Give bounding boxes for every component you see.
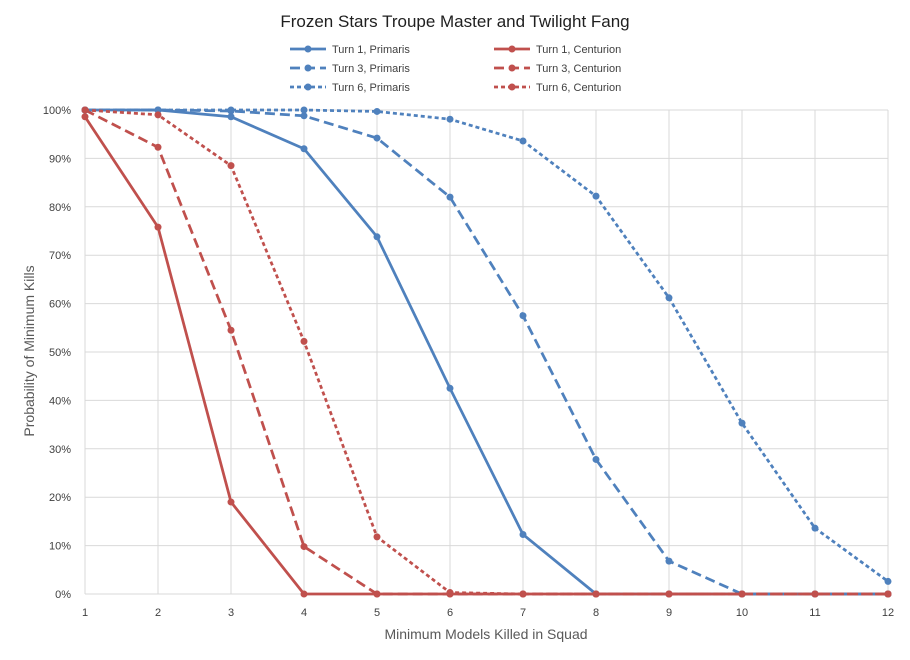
data-point: [227, 113, 235, 121]
x-tick-label: 6: [447, 607, 453, 619]
data-point: [154, 106, 162, 114]
legend-marker: [508, 45, 516, 53]
legend-label: Turn 6, Centurion: [536, 82, 621, 94]
x-tick-label: 12: [882, 607, 894, 619]
x-tick-label: 2: [155, 607, 161, 619]
data-point: [884, 590, 892, 598]
legend-item: Turn 3, Primaris: [290, 63, 410, 75]
data-point: [519, 312, 527, 320]
x-tick-label: 4: [301, 607, 307, 619]
legend: Turn 1, Primaris Turn 1, Centurion Turn 3,…: [290, 44, 621, 94]
legend-marker: [304, 83, 312, 91]
legend-item: Turn 1, Centurion: [494, 44, 621, 56]
legend-item: Turn 6, Primaris: [290, 82, 410, 94]
data-point: [227, 498, 235, 506]
data-point: [665, 590, 673, 598]
data-point: [154, 111, 162, 119]
data-point: [738, 590, 746, 598]
data-point: [738, 419, 746, 427]
data-point: [811, 590, 819, 598]
legend-label: Turn 1, Primaris: [332, 44, 410, 56]
data-point: [373, 233, 381, 241]
data-point: [300, 337, 308, 345]
legend-label: Turn 1, Centurion: [536, 44, 621, 56]
x-tick-label: 11: [809, 607, 820, 619]
legend-marker: [304, 45, 312, 53]
data-point: [665, 294, 673, 302]
data-point: [300, 590, 308, 598]
x-tick-label: 7: [520, 607, 526, 619]
y-tick-label: 70%: [49, 250, 71, 262]
x-tick-label: 9: [666, 607, 672, 619]
data-point: [227, 326, 235, 334]
data-point: [300, 145, 308, 153]
x-tick-label: 10: [736, 607, 748, 619]
y-tick-label: 100%: [43, 105, 71, 117]
chart-title: Frozen Stars Troupe Master and Twilight …: [280, 12, 629, 31]
data-point: [227, 162, 235, 170]
data-point: [373, 107, 381, 115]
legend-label: Turn 3, Centurion: [536, 63, 621, 75]
data-point: [446, 384, 454, 392]
data-point: [373, 134, 381, 142]
data-point: [81, 106, 89, 114]
legend-item: Turn 1, Primaris: [290, 44, 410, 56]
x-tick-label: 1: [82, 607, 88, 619]
series-layer: [81, 106, 892, 598]
y-tick-label: 40%: [49, 395, 71, 407]
x-tick-label: 8: [593, 607, 599, 619]
series-line: [84, 108, 888, 596]
legend-marker: [304, 64, 312, 72]
y-tick-label: 50%: [49, 347, 71, 359]
x-tick-label: 5: [374, 607, 380, 619]
y-tick-label: 0%: [55, 589, 71, 601]
legend-marker: [508, 83, 516, 91]
series-line: [84, 108, 888, 596]
legend-item: Turn 6, Centurion: [494, 82, 621, 94]
data-point: [884, 577, 892, 585]
legend-marker: [508, 64, 516, 72]
data-point: [227, 106, 235, 114]
data-point: [154, 223, 162, 231]
data-point: [154, 143, 162, 151]
y-tick-label: 80%: [49, 202, 71, 214]
y-tick-label: 90%: [49, 153, 71, 165]
data-point: [446, 193, 454, 201]
series-line: [85, 108, 889, 583]
data-point: [300, 112, 308, 120]
data-point: [373, 590, 381, 598]
data-point: [300, 106, 308, 114]
data-point: [665, 557, 673, 565]
x-tick-label: 3: [228, 607, 234, 619]
data-point: [446, 115, 454, 123]
series-turn-6-centurion: [81, 106, 892, 598]
data-point: [592, 590, 600, 598]
data-point: [592, 455, 600, 463]
data-point: [373, 533, 381, 541]
y-axis-label: Probability of Minimum Kills: [21, 265, 37, 436]
legend-label: Turn 3, Primaris: [332, 63, 410, 75]
data-point: [592, 192, 600, 200]
x-axis-ticks: 1 2 3 4 5 6 7 8 9 10 11 12: [82, 607, 894, 619]
y-tick-label: 60%: [49, 299, 71, 311]
data-point: [811, 524, 819, 532]
y-axis-ticks: 0% 10% 20% 30% 40% 50% 60% 70% 80% 90% 100%: [43, 105, 71, 601]
data-point: [519, 530, 527, 538]
series-line: [85, 108, 888, 596]
data-point: [446, 589, 454, 597]
data-point: [519, 590, 527, 598]
y-tick-label: 20%: [49, 492, 71, 504]
legend-label: Turn 6, Primaris: [332, 82, 410, 94]
y-tick-label: 30%: [49, 444, 71, 456]
x-axis-label: Minimum Models Killed in Squad: [384, 626, 587, 642]
y-tick-label: 10%: [49, 541, 71, 553]
data-point: [519, 137, 527, 145]
data-point: [81, 113, 89, 121]
data-point: [300, 543, 308, 551]
legend-item: Turn 3, Centurion: [494, 63, 621, 75]
